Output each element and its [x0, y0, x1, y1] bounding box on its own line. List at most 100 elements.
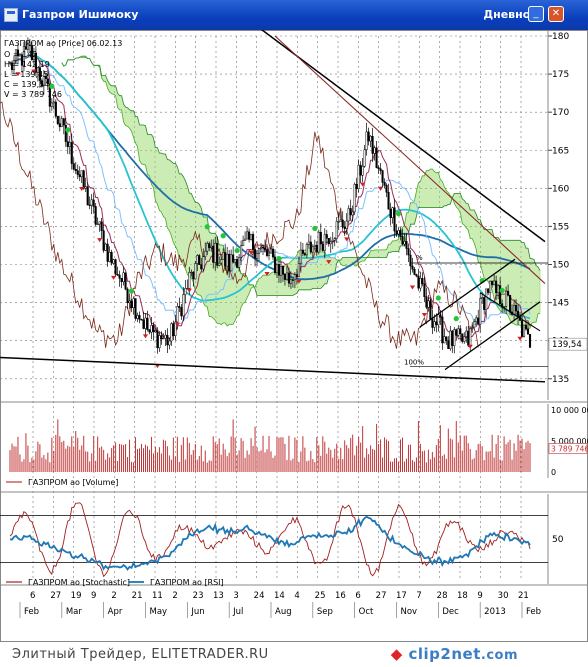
x-day-label: 6 — [30, 591, 35, 601]
candle-body — [349, 208, 352, 216]
x-day-label: 9 — [477, 591, 482, 601]
candle-body — [453, 329, 456, 346]
candle-body — [345, 220, 348, 229]
x-day-label: 23 — [193, 591, 204, 601]
candle-body — [493, 280, 496, 286]
candle-body — [182, 294, 185, 317]
candle-body — [106, 243, 109, 262]
stochastic-line — [9, 502, 531, 578]
osc-tick-label: 50 — [552, 535, 564, 545]
candle-body — [387, 191, 390, 210]
candle-body — [16, 49, 20, 57]
candle-body — [331, 239, 334, 242]
candle-body — [397, 230, 400, 235]
rsi-legend-label: ГАЗПРОМ ао [RSI] — [150, 578, 224, 587]
candle-body — [395, 230, 398, 235]
candle-body — [363, 149, 366, 167]
x-month-label: Apr — [108, 607, 123, 617]
x-month-label: Jul — [232, 607, 243, 617]
candle-body — [285, 272, 288, 280]
candle-body — [224, 252, 227, 267]
x-day-label: 3 — [233, 591, 238, 601]
candle-body — [38, 67, 41, 81]
candle-body — [180, 307, 183, 317]
logo-sub: .com — [480, 648, 518, 663]
candle-body — [146, 317, 149, 331]
candle-body — [140, 319, 143, 321]
logo-main: clip2net — [408, 645, 481, 663]
senkou-span-b — [61, 56, 541, 297]
candle-body — [497, 285, 500, 294]
candle-body — [255, 253, 259, 259]
close-button[interactable]: ✕ — [548, 6, 564, 22]
volume-tick-label: 5 000 000 — [551, 437, 588, 446]
candle-body — [158, 335, 161, 349]
candle-body — [104, 243, 107, 251]
candle-body — [132, 298, 135, 308]
candle-body — [515, 305, 518, 312]
candle-body — [194, 263, 197, 280]
candle-body — [222, 252, 225, 260]
price-tick-label: 135 — [552, 375, 569, 385]
x-day-label: 11 — [152, 591, 163, 601]
x-month-label: Nov — [401, 607, 418, 617]
x-day-label: 18 — [457, 591, 468, 601]
x-day-label: 2 — [111, 591, 116, 601]
candle-body — [230, 254, 233, 272]
buy-signal-marker — [453, 316, 459, 322]
candle-body — [142, 319, 145, 329]
minimize-button[interactable]: _ — [528, 6, 544, 22]
candle-body — [295, 274, 298, 278]
sell-signal-marker — [421, 313, 428, 318]
candle-body — [417, 275, 420, 289]
fib-label-percent: % — [416, 254, 423, 262]
price-tick-label: 155 — [552, 222, 569, 232]
candle-body — [267, 252, 271, 256]
candle-body — [214, 243, 217, 263]
candle-body — [220, 259, 223, 264]
buy-signal-marker — [65, 127, 71, 133]
x-month-label: Jun — [190, 607, 204, 617]
candle-body — [212, 245, 215, 263]
candle-body — [70, 142, 73, 164]
x-day-label: 13 — [213, 591, 224, 601]
candle-body — [32, 52, 35, 61]
candle-body — [44, 75, 47, 79]
candle-body — [403, 241, 406, 245]
buy-signal-marker — [499, 287, 505, 294]
candle-body — [425, 296, 428, 308]
candle-body — [273, 256, 277, 274]
buy-signal-marker — [395, 211, 402, 217]
candle-body — [160, 335, 163, 340]
candle-body — [367, 131, 370, 142]
candle-body — [520, 320, 524, 337]
x-day-label: 14 — [274, 591, 285, 601]
channel-lower — [444, 301, 541, 371]
x-month-label: Aug — [275, 607, 292, 617]
buy-signal-marker — [220, 233, 226, 239]
info-line: O = 142 — [4, 50, 37, 59]
candle-body — [122, 272, 125, 282]
candle-body — [399, 230, 402, 237]
candle-body — [90, 199, 93, 206]
candle-body — [313, 244, 316, 248]
candle-body — [317, 231, 320, 253]
volume-tick-label: 0 — [551, 468, 556, 477]
candle-body — [375, 147, 378, 168]
volume-current-label: 3 789 746 — [551, 444, 588, 453]
volume-tick-label: 10 000 000 — [551, 406, 588, 415]
candle-body — [526, 328, 530, 335]
candle-body — [449, 330, 452, 349]
sell-signal-marker — [264, 271, 270, 276]
candle-body — [36, 67, 39, 73]
candle-body — [110, 251, 113, 264]
candle-body — [287, 272, 290, 284]
candle-body — [162, 337, 165, 340]
candle-body — [18, 54, 22, 57]
sell-signal-marker — [409, 285, 416, 290]
candle-body — [359, 164, 362, 176]
candle-body — [50, 102, 53, 107]
candle-body — [299, 249, 302, 264]
candle-body — [315, 244, 318, 253]
candle-body — [254, 249, 257, 259]
